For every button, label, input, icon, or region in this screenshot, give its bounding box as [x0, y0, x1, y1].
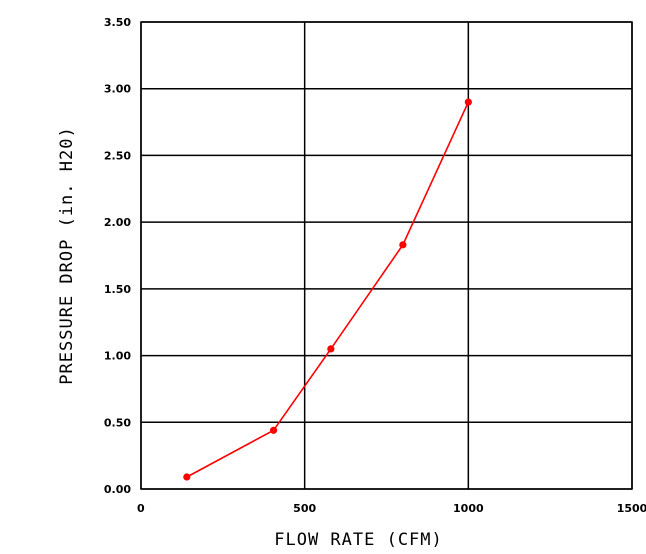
x-tick-labels: 0 500 1000 1500 [137, 502, 646, 515]
y-tick-label: 0.50 [104, 416, 131, 429]
y-tick-label: 3.50 [104, 16, 131, 29]
data-point [183, 473, 191, 481]
y-tick-label: 2.00 [104, 216, 131, 229]
grid [140, 21, 633, 490]
data-point [464, 98, 472, 106]
x-tick-label: 1000 [453, 502, 484, 515]
data-point [269, 426, 278, 434]
x-axis-title: FLOW RATE (CFM) [274, 530, 443, 550]
x-tick-label: 0 [137, 502, 145, 515]
x-tick-label: 500 [293, 502, 316, 515]
plot-frame [140, 21, 633, 490]
x-tick-label: 1500 [617, 502, 646, 515]
data-point [399, 241, 407, 249]
data-point [327, 345, 335, 353]
y-tick-label: 1.00 [104, 350, 131, 363]
y-tick-labels: 0.00 0.50 1.00 1.50 2.00 2.50 3.00 3.50 [104, 16, 131, 496]
y-tick-label: 2.50 [104, 149, 131, 162]
y-tick-label: 0.00 [104, 483, 131, 496]
y-axis-title: PRESSURE DROP (in. H20) [57, 126, 77, 384]
series-layer [183, 98, 472, 481]
y-tick-label: 3.00 [104, 83, 131, 96]
y-tick-label: 1.50 [104, 283, 131, 296]
